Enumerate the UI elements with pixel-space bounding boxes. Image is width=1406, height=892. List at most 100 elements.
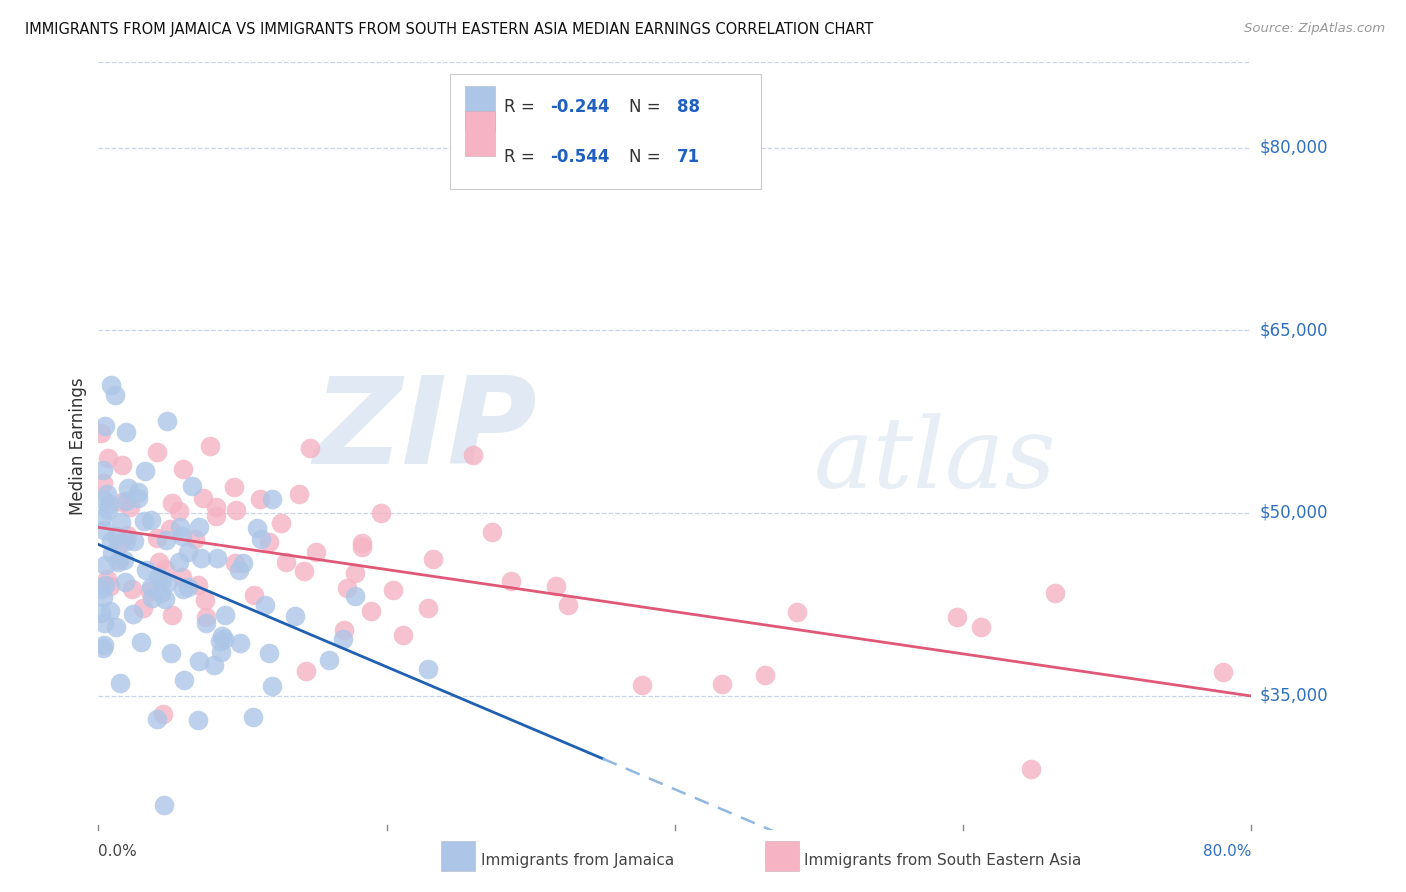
Point: [93, 476, 115, 491]
Point: [224, 556, 246, 570]
Text: -0.544: -0.544: [550, 148, 610, 166]
Text: N =: N =: [628, 98, 665, 116]
Point: [100, 533, 122, 548]
Point: [207, 550, 229, 565]
FancyBboxPatch shape: [465, 111, 495, 156]
Point: [104, 620, 127, 634]
Point: [172, 582, 194, 596]
Point: [139, 584, 162, 599]
Point: [152, 707, 174, 722]
Point: [370, 506, 392, 520]
Point: [111, 495, 134, 509]
Point: [97, 503, 120, 517]
Point: [131, 601, 153, 615]
Point: [121, 582, 143, 597]
Point: [90, 511, 112, 525]
Point: [172, 462, 194, 476]
Point: [90, 426, 112, 441]
Point: [318, 652, 340, 666]
Point: [90, 606, 112, 620]
Point: [350, 535, 373, 549]
Point: [214, 632, 236, 647]
Point: [152, 797, 174, 812]
Point: [94, 558, 117, 572]
Point: [195, 610, 218, 624]
Point: [173, 673, 195, 688]
Point: [132, 514, 155, 528]
Point: [127, 491, 149, 505]
Point: [141, 591, 163, 605]
Point: [1019, 763, 1042, 777]
Point: [146, 531, 169, 545]
Point: [463, 448, 485, 462]
Point: [292, 564, 315, 578]
Point: [195, 616, 218, 631]
Point: [97, 450, 120, 465]
Point: [112, 553, 135, 567]
Point: [188, 655, 211, 669]
Point: [122, 607, 145, 621]
Point: [153, 561, 176, 575]
Point: [295, 664, 318, 678]
Point: [214, 608, 236, 623]
Point: [159, 646, 181, 660]
Text: R =: R =: [505, 148, 540, 166]
Point: [146, 444, 169, 458]
Point: [150, 573, 173, 587]
Point: [114, 494, 136, 508]
Point: [135, 563, 157, 577]
Point: [177, 545, 200, 559]
Point: [544, 579, 567, 593]
Point: [786, 605, 808, 619]
Point: [122, 533, 145, 548]
Point: [232, 557, 254, 571]
Point: [148, 555, 170, 569]
Point: [134, 464, 156, 478]
Point: [499, 574, 522, 589]
Point: [360, 603, 382, 617]
Point: [711, 677, 734, 691]
Point: [352, 540, 374, 554]
Point: [392, 628, 415, 642]
Point: [257, 535, 280, 549]
Point: [204, 500, 226, 514]
Point: [190, 551, 212, 566]
Point: [160, 496, 183, 510]
Point: [156, 575, 179, 590]
Point: [222, 480, 245, 494]
Point: [243, 588, 266, 602]
Point: [91, 640, 114, 655]
Point: [336, 581, 359, 595]
Point: [260, 679, 283, 693]
Point: [90, 582, 112, 597]
Point: [228, 563, 250, 577]
Text: $50,000: $50,000: [1260, 504, 1329, 522]
Point: [101, 546, 124, 560]
Point: [170, 570, 193, 584]
Text: ZIP: ZIP: [312, 372, 537, 489]
Point: [104, 529, 127, 543]
Point: [115, 533, 138, 548]
Text: 71: 71: [678, 148, 700, 166]
Point: [209, 645, 232, 659]
Point: [111, 458, 134, 472]
Point: [260, 491, 283, 506]
Point: [153, 591, 176, 606]
Point: [187, 520, 209, 534]
Point: [332, 632, 354, 647]
Point: [344, 589, 367, 603]
Point: [93, 638, 115, 652]
Point: [205, 508, 228, 523]
Point: [93, 492, 115, 507]
Point: [94, 578, 117, 592]
Point: [91, 590, 114, 604]
Point: [169, 520, 191, 534]
Point: [253, 599, 276, 613]
Point: [1043, 586, 1066, 600]
Point: [416, 662, 439, 676]
Point: [127, 485, 149, 500]
Point: [94, 418, 117, 433]
Point: [946, 610, 969, 624]
Point: [98, 604, 121, 618]
Point: [110, 515, 132, 529]
